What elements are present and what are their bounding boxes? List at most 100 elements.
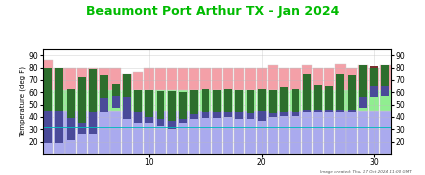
Bar <box>213 90 221 112</box>
Bar <box>179 92 187 119</box>
Bar <box>122 74 132 90</box>
Bar <box>335 111 346 154</box>
Bar <box>156 90 166 111</box>
Bar <box>99 111 110 154</box>
Bar <box>224 112 232 117</box>
Text: Image created: Thu, 17 Oct 2024 11:00 GMT: Image created: Thu, 17 Oct 2024 11:00 GM… <box>320 170 412 174</box>
Bar <box>167 68 177 90</box>
Bar <box>76 111 87 154</box>
Bar <box>67 118 74 140</box>
Bar <box>65 111 76 154</box>
Bar <box>370 68 378 86</box>
Bar <box>134 90 142 112</box>
Bar <box>156 119 164 126</box>
Bar <box>67 89 74 118</box>
Bar <box>268 111 278 154</box>
Bar <box>178 111 188 154</box>
Bar <box>110 68 121 90</box>
Bar <box>258 89 266 111</box>
Bar <box>76 68 87 90</box>
Bar <box>348 75 356 110</box>
Bar <box>168 121 176 129</box>
Bar <box>335 64 346 90</box>
Bar <box>144 111 154 154</box>
Bar <box>370 86 378 97</box>
Bar <box>189 90 199 111</box>
Bar <box>212 90 222 111</box>
Bar <box>99 68 110 90</box>
Bar <box>190 114 198 119</box>
Bar <box>325 86 333 110</box>
Bar <box>144 90 154 111</box>
Text: Beaumont Port Arthur TX - Jan 2024: Beaumont Port Arthur TX - Jan 2024 <box>86 5 339 18</box>
Bar <box>346 90 357 111</box>
Bar <box>258 111 266 121</box>
Bar <box>89 69 97 112</box>
Bar <box>88 111 98 154</box>
Bar <box>234 111 244 154</box>
Bar <box>133 90 143 111</box>
Bar <box>212 68 222 90</box>
Bar <box>201 89 210 112</box>
Bar <box>223 111 233 154</box>
Bar <box>369 111 379 154</box>
Bar <box>359 65 367 97</box>
Bar <box>301 65 312 90</box>
Bar <box>88 90 98 111</box>
Bar <box>290 68 300 90</box>
Bar <box>189 68 199 90</box>
Bar <box>178 90 188 111</box>
Bar <box>234 68 244 90</box>
Bar <box>245 68 256 90</box>
Bar <box>43 60 53 90</box>
Bar <box>123 97 131 119</box>
Bar <box>257 90 267 111</box>
Bar <box>324 90 334 111</box>
Bar <box>301 90 312 111</box>
Bar <box>44 111 52 143</box>
Bar <box>268 65 278 90</box>
Bar <box>358 65 368 90</box>
Bar <box>246 113 255 119</box>
Bar <box>301 111 312 154</box>
Bar <box>303 74 311 110</box>
Bar <box>380 65 391 90</box>
Bar <box>325 110 333 112</box>
Bar <box>290 111 300 154</box>
Bar <box>78 123 86 134</box>
Bar <box>223 90 233 111</box>
Bar <box>213 112 221 118</box>
Bar <box>65 90 76 111</box>
Bar <box>122 90 132 111</box>
Bar <box>346 111 357 154</box>
Bar <box>337 110 344 112</box>
Bar <box>257 68 267 90</box>
Bar <box>200 111 211 154</box>
Bar <box>100 98 108 112</box>
Bar <box>189 111 199 154</box>
Bar <box>179 119 187 123</box>
Bar <box>55 68 63 111</box>
Bar <box>370 66 378 68</box>
Bar <box>380 90 391 111</box>
Bar <box>156 68 166 90</box>
Bar <box>43 111 53 154</box>
Bar <box>156 91 164 119</box>
Bar <box>279 111 289 154</box>
Bar <box>290 90 300 111</box>
Bar <box>54 68 65 90</box>
Bar <box>314 110 322 112</box>
Bar <box>122 111 132 154</box>
Bar <box>144 68 154 90</box>
Bar <box>246 90 255 113</box>
Bar <box>292 112 299 116</box>
Bar <box>44 68 52 111</box>
Bar <box>303 110 311 112</box>
Bar <box>168 91 176 121</box>
Bar <box>145 90 153 117</box>
Bar <box>134 112 142 123</box>
Bar <box>313 111 323 154</box>
Bar <box>348 110 356 112</box>
Bar <box>145 117 153 123</box>
Bar <box>133 111 143 154</box>
